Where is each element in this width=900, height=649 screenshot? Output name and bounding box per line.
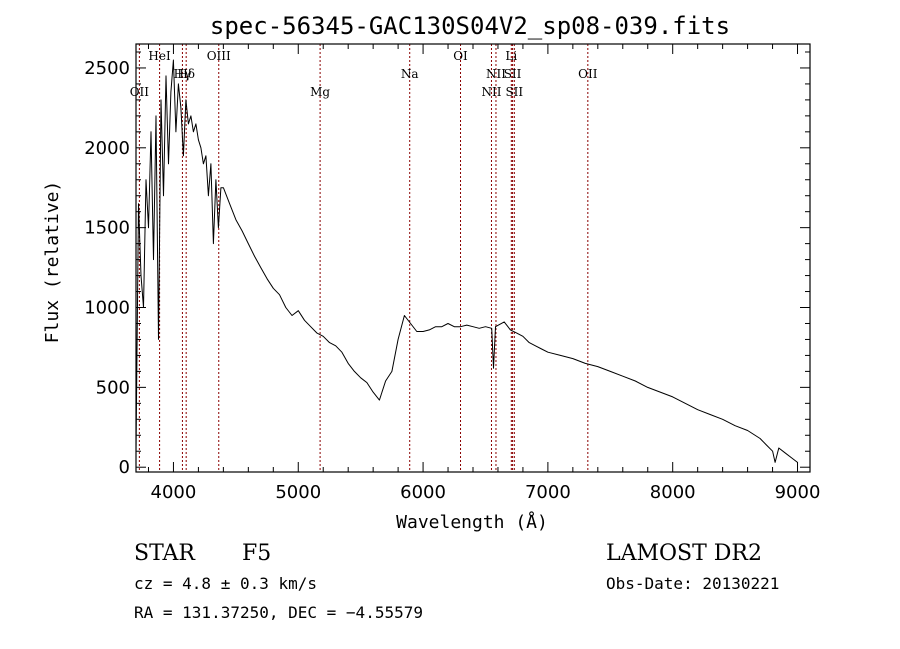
x-tick-label: 4000 (151, 482, 197, 503)
y-axis-ticks: 0 500 1000 1500 2000 2500 (84, 51, 810, 478)
x-tick-label: 8000 (650, 482, 696, 503)
radec-readout: RA = 131.37250, DEC = −4.55579 (134, 603, 423, 622)
y-tick-label: 1000 (84, 298, 130, 319)
line-marker-label: SII (504, 67, 522, 81)
x-axis-title: Wavelength (Å) (396, 511, 548, 533)
line-marker-label: SII (505, 85, 523, 99)
line-marker-label: Hγ (174, 67, 192, 81)
y-tick-label: 0 (119, 457, 130, 478)
line-marker-label: OII (130, 85, 150, 99)
x-tick-label: 9000 (775, 482, 821, 503)
cz-readout: cz = 4.8 ± 0.3 km/s (134, 574, 317, 593)
line-marker-label: OIII (207, 49, 231, 63)
x-tick-label: 6000 (400, 482, 446, 503)
survey-label: LAMOST DR2 (606, 541, 762, 566)
chart-title: spec-56345-GAC130S04V2_sp08-039.fits (210, 12, 730, 40)
line-marker-label: NII (481, 85, 501, 99)
y-axis-title: Flux (relative) (42, 181, 63, 344)
line-marker-label: HeI (148, 49, 171, 63)
star-subclass-label: F5 (242, 541, 271, 566)
y-tick-label: 2000 (84, 138, 130, 159)
x-tick-label: 7000 (525, 482, 571, 503)
line-marker-label: Li (505, 49, 517, 63)
line-marker-label: NII (486, 67, 506, 81)
plot-frame (135, 43, 811, 473)
spectrum-line (135, 59, 798, 463)
star-class-label: STAR (134, 541, 196, 566)
y-tick-label: 1500 (84, 218, 130, 239)
x-axis-ticks: 4000 5000 6000 7000 8000 9000 (147, 44, 821, 503)
x-tick-label: 5000 (275, 482, 321, 503)
y-tick-label: 2500 (84, 58, 130, 79)
line-marker-label: OII (578, 67, 598, 81)
line-marker-label: OI (453, 49, 468, 63)
line-marker-label: Hδ (177, 67, 195, 81)
y-tick-label: 500 (96, 377, 130, 398)
line-marker-label: Mg (310, 85, 330, 99)
line-marker-label: Na (401, 67, 419, 81)
obs-date-readout: Obs-Date: 20130221 (606, 574, 779, 593)
emission-line-markers (138, 44, 589, 472)
